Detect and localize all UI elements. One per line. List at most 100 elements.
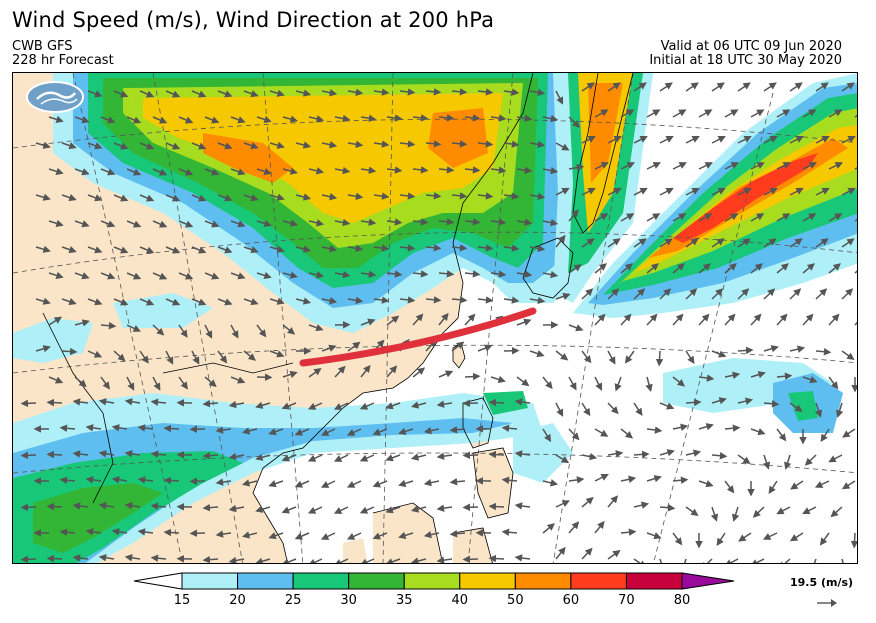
wind-arrow [776,313,788,326]
wind-arrow [126,376,135,391]
wind-arrow [100,220,116,228]
wind-arrow [659,136,674,144]
wind-arrow [555,454,570,464]
wind-arrow [737,288,750,300]
wind-arrow [295,245,312,253]
wind-arrow [464,270,481,278]
color-scale-tick-label: 50 [507,593,524,608]
wind-arrow [542,270,559,279]
wind-arrow [137,528,154,536]
wind-arrow [449,530,466,538]
wind-arrow [655,350,664,367]
wind-arrow [490,166,507,174]
wind-arrow [346,480,362,488]
wind-arrow [672,109,687,118]
wind-arrow [372,428,388,436]
wind-arrow [269,89,285,97]
wind-arrow [385,402,401,410]
wind-arrow [464,166,481,174]
wind-arrow [815,288,828,300]
wind-arrow [321,244,338,253]
wind-arrow [268,480,284,488]
wind-arrow [126,168,142,176]
wind-arrow [74,319,90,327]
cwb-logo-icon[interactable] [26,81,84,113]
wind-arrow [724,109,739,118]
wind-arrow [87,142,103,150]
wind-arrow [581,82,595,92]
wind-arrow [139,142,155,150]
wind-arrow [462,555,479,563]
wind-arrow [529,296,546,305]
wind-arrow [488,398,505,407]
wind-arrow [633,501,650,509]
wind-arrow [542,376,553,390]
wind-arrow [152,168,168,176]
wind-arrow [477,296,494,304]
wind-arrow [462,503,479,512]
wind-arrow [425,244,442,252]
wind-arrow [399,192,416,200]
wind-arrow [841,187,856,196]
wind-arrow [568,209,579,222]
wind-arrow [152,220,168,228]
wind-arrow [98,502,115,510]
wind-arrow [607,187,622,196]
wind-arrow [542,114,559,123]
wind-arrow [334,114,351,123]
wind-arrow [359,402,375,410]
model-name: CWB GFS [12,39,73,54]
wind-arrow [295,141,312,149]
wind-arrow [672,476,689,484]
wind-arrow [230,324,239,339]
map-title: Wind Speed (m/s), Wind Direction at 200 … [12,8,495,32]
wind-arrow [724,480,735,494]
wind-arrow [308,324,324,332]
wind-arrow [542,523,555,534]
wind-arrow [698,109,713,118]
wind-arrow [436,400,453,408]
wind-arrow [514,554,531,562]
wind-arrow [529,192,546,201]
wind-arrow [202,451,219,460]
wind-arrow [215,478,232,486]
wind-arrow [20,555,37,563]
wind-arrow [243,90,259,98]
wind-arrow [228,400,245,409]
wind-arrow [137,476,154,484]
wind-arrow [711,350,727,358]
wind-arrow [360,364,371,378]
wind-arrow [762,532,778,540]
color-scale-box [514,572,572,590]
wind-arrow [841,238,855,248]
wind-arrow [410,505,427,513]
wind-arrow [308,167,325,175]
wind-arrow [334,166,351,175]
wind-arrow [152,324,165,336]
color-scale-box [459,572,516,590]
wind-arrow [464,218,481,226]
wind-arrow [555,402,564,417]
wind-arrow [74,116,90,124]
wind-arrow [425,192,442,200]
wind-arrow [124,398,141,406]
wind-arrow [516,318,532,326]
wind-arrow [828,263,841,274]
wind-arrow [724,213,739,222]
wind-arrow [516,218,533,226]
wind-arrow [165,246,181,254]
wind-arrow [360,114,377,122]
wind-arrow [386,114,403,122]
wind-arrow [347,296,364,305]
wind-arrow [321,192,338,201]
wind-arrow [294,428,310,436]
wind-arrow [139,246,155,254]
wind-arrow [269,193,285,201]
wind-arrow [438,270,455,278]
wind-arrow [360,270,377,278]
wind-arrow [555,292,571,300]
wind-arrow [35,297,51,305]
wind-arrow [386,315,400,326]
forecast-hour: 228 hr Forecast [12,53,114,68]
wind-arrow [359,506,375,514]
